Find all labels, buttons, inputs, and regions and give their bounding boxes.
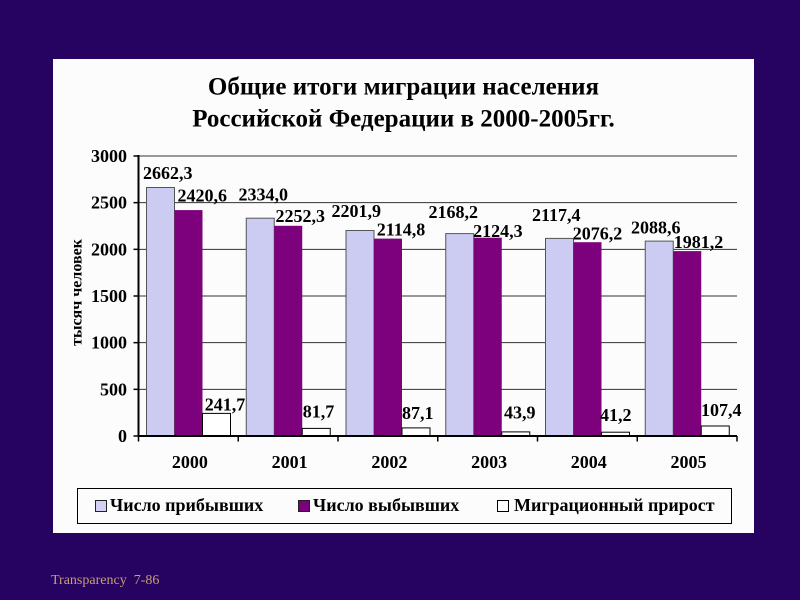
svg-text:2124,3: 2124,3	[473, 221, 522, 241]
svg-text:3000: 3000	[91, 146, 127, 166]
svg-text:500: 500	[100, 379, 127, 399]
svg-text:1500: 1500	[91, 286, 127, 306]
svg-text:0: 0	[118, 426, 127, 446]
svg-text:2662,3: 2662,3	[143, 163, 193, 183]
svg-text:1000: 1000	[91, 333, 127, 353]
svg-text:2201,9: 2201,9	[332, 201, 382, 221]
svg-text:2168,2: 2168,2	[429, 202, 479, 222]
svg-text:2114,8: 2114,8	[377, 220, 426, 240]
svg-text:241,7: 241,7	[205, 395, 246, 415]
svg-text:Число прибывших: Число прибывших	[110, 495, 263, 515]
svg-text:43,9: 43,9	[504, 403, 536, 423]
svg-text:107,4: 107,4	[701, 400, 742, 420]
svg-text:2500: 2500	[91, 193, 127, 213]
svg-text:Число выбывших: Число выбывших	[313, 495, 459, 515]
svg-text:2002: 2002	[371, 452, 407, 472]
svg-text:Миграционный прирост: Миграционный прирост	[514, 495, 715, 515]
svg-text:81,7: 81,7	[303, 402, 335, 422]
svg-text:41,2: 41,2	[600, 405, 632, 425]
svg-text:Российской Федерации в 2000-20: Российской Федерации в 2000-2005гг.	[192, 106, 615, 133]
svg-text:2000: 2000	[91, 239, 127, 259]
svg-text:1981,2: 1981,2	[674, 232, 724, 252]
svg-text:2334,0: 2334,0	[239, 185, 289, 205]
svg-text:2000: 2000	[172, 452, 208, 472]
svg-text:тысяч человек: тысяч человек	[69, 238, 86, 346]
svg-text:2088,6: 2088,6	[631, 218, 681, 238]
svg-text:2117,4: 2117,4	[532, 205, 581, 225]
svg-text:Общие итоги миграции населения: Общие итоги миграции населения	[208, 74, 599, 101]
svg-text:2004: 2004	[571, 452, 607, 472]
svg-text:2003: 2003	[471, 452, 507, 472]
svg-text:2252,3: 2252,3	[276, 206, 326, 226]
svg-text:2005: 2005	[671, 452, 707, 472]
svg-text:87,1: 87,1	[402, 403, 434, 423]
svg-text:2001: 2001	[272, 452, 308, 472]
svg-text:2420,6: 2420,6	[178, 186, 228, 206]
svg-text:2076,2: 2076,2	[573, 224, 623, 244]
